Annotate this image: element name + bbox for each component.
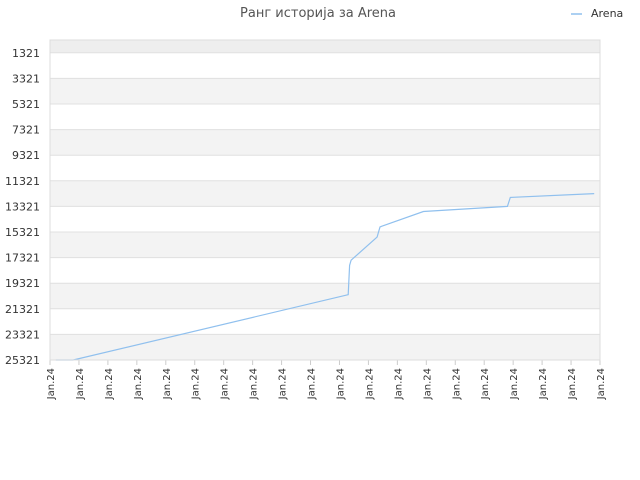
x-tick-label: Jan.24 (191, 368, 202, 400)
x-tick-label: Jan.24 (596, 368, 607, 400)
y-tick-label: 9321 (12, 149, 40, 162)
x-tick-label: Jan.24 (46, 368, 57, 400)
plot-band (50, 257, 600, 284)
plot-band (50, 308, 600, 335)
plot-band (50, 206, 600, 232)
y-tick-label: 5321 (12, 98, 40, 111)
x-tick-label: Jan.24 (393, 368, 404, 400)
plot-band (50, 180, 600, 207)
plot-band (50, 334, 600, 360)
y-tick-label: 23321 (5, 328, 40, 341)
x-tick-label: Jan.24 (480, 368, 491, 400)
plot-band (50, 40, 600, 53)
legend-label-arena: Arena (591, 7, 623, 20)
plot-border (49, 39, 601, 361)
x-tick-label: Jan.24 (364, 368, 375, 400)
x-tick-label: Jan.24 (335, 368, 346, 400)
x-tick-label: Jan.24 (75, 368, 86, 400)
y-tick-label: 7321 (12, 124, 40, 137)
plot-band (50, 52, 600, 79)
y-tick-label: 19321 (5, 277, 40, 290)
x-tick-label: Jan.24 (538, 368, 549, 400)
y-tick-label: 11321 (5, 175, 40, 188)
plot-band (50, 283, 600, 309)
chart-title: Ранг историја за Arena (240, 6, 396, 21)
x-tick-label: Jan.24 (104, 368, 115, 400)
y-tick-label: 13321 (5, 200, 40, 213)
plot-band (50, 78, 600, 104)
series-layer (55, 193, 595, 361)
x-tick-label: Jan.24 (307, 368, 318, 400)
x-axis-ticks: Jan.24 Jan.24 Jan.24 Jan.24 Jan.24 Jan.24 Jan.… (46, 360, 607, 400)
x-tick-label: Jan.24 (451, 368, 462, 400)
y-tick-label: 1321 (12, 47, 40, 60)
y-tick-label: 15321 (5, 226, 40, 239)
x-tick-label: Jan.24 (278, 368, 289, 400)
x-tick-label: Jan.24 (249, 368, 260, 400)
x-tick-label: Jan.24 (509, 368, 520, 400)
plot-band (50, 104, 600, 130)
y-tick-label: 3321 (12, 72, 40, 85)
y-tick-label: 25321 (5, 354, 40, 367)
series-line-arena (55, 193, 595, 361)
x-tick-label: Jan.24 (162, 368, 173, 400)
plot-band (50, 232, 600, 258)
x-tick-label: Jan.24 (220, 368, 231, 400)
plot-bands (50, 40, 600, 360)
plot-band (50, 129, 600, 156)
x-tick-label: Jan.24 (422, 368, 433, 400)
y-axis-ticks: 1321 3321 5321 7321 9321 11321 13321 15321 17321… (5, 47, 40, 367)
y-tick-label: 17321 (5, 252, 40, 265)
plot-band (50, 155, 600, 181)
x-tick-label: Jan.24 (133, 368, 144, 400)
y-tick-label: 21321 (5, 303, 40, 316)
legend: Arena (571, 7, 623, 20)
x-tick-label: Jan.24 (567, 368, 578, 400)
